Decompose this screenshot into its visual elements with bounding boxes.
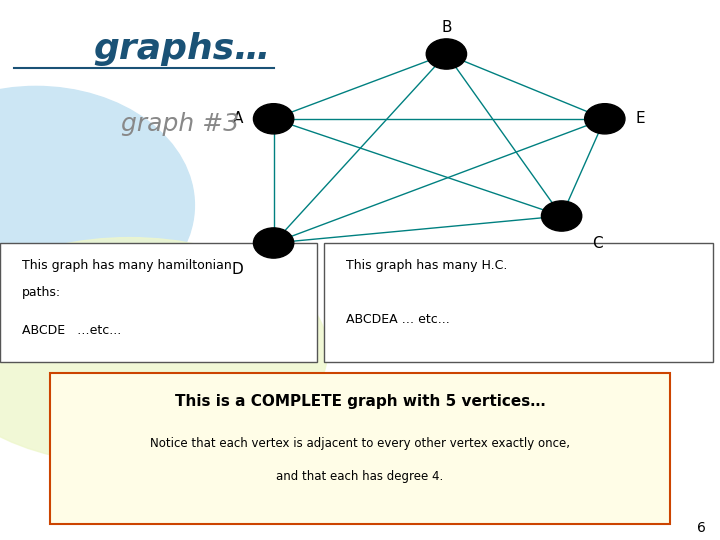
Circle shape [253, 104, 294, 134]
Text: D: D [232, 262, 243, 278]
Text: graph #3: graph #3 [121, 112, 239, 136]
Text: ABCDE   …etc...: ABCDE …etc... [22, 324, 121, 337]
Text: C: C [593, 235, 603, 251]
Text: B: B [441, 19, 451, 35]
Text: Notice that each vertex is adjacent to every other vertex exactly once,: Notice that each vertex is adjacent to e… [150, 437, 570, 450]
FancyBboxPatch shape [0, 243, 317, 362]
Circle shape [0, 86, 194, 324]
Text: paths:: paths: [22, 286, 60, 299]
Text: ABCDEA … etc...: ABCDEA … etc... [346, 313, 449, 326]
Text: graphs…: graphs… [94, 32, 271, 65]
Text: This graph has many H.C.: This graph has many H.C. [346, 259, 507, 272]
FancyBboxPatch shape [50, 373, 670, 524]
Circle shape [585, 104, 625, 134]
Ellipse shape [0, 238, 328, 464]
Text: A: A [233, 111, 243, 126]
Text: This graph has many hamiltonian: This graph has many hamiltonian [22, 259, 231, 272]
Text: and that each has degree 4.: and that each has degree 4. [276, 470, 444, 483]
Text: This is a COMPLETE graph with 5 vertices…: This is a COMPLETE graph with 5 vertices… [175, 394, 545, 409]
Circle shape [426, 39, 467, 69]
Text: E: E [636, 111, 646, 126]
Text: 6: 6 [697, 521, 706, 535]
Circle shape [253, 228, 294, 258]
FancyBboxPatch shape [324, 243, 713, 362]
Circle shape [541, 201, 582, 231]
